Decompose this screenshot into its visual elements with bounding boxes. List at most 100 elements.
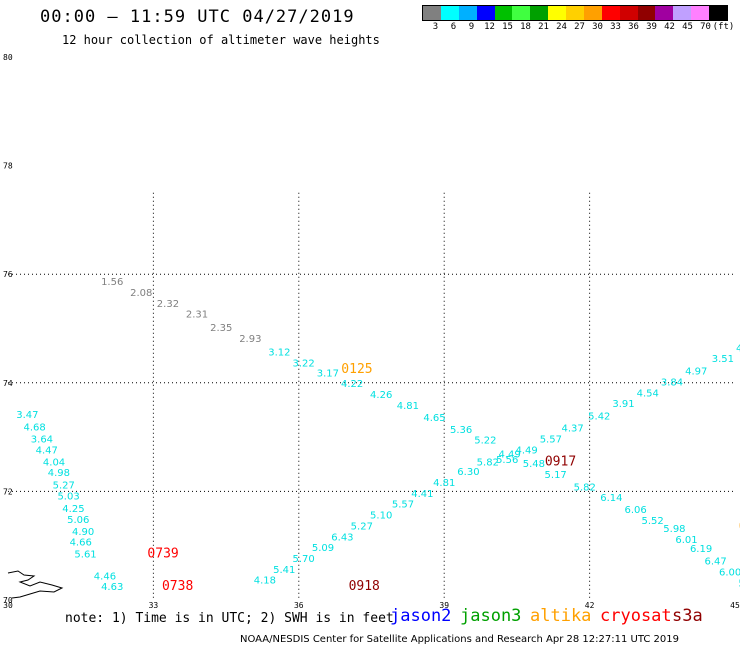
scale-label: 9	[468, 22, 475, 32]
scale-swatch	[440, 6, 459, 20]
scale-swatch	[566, 6, 584, 20]
wave-height-value: 4.81	[433, 478, 455, 489]
lon-tick-label: 30	[3, 601, 13, 610]
wave-height-value: 5.41	[273, 565, 295, 576]
wave-height-value: 3.12	[268, 348, 290, 359]
wave-height-value: 4.65	[423, 413, 445, 424]
wave-height-value: 5.98	[663, 524, 685, 535]
scale-label: 45	[682, 22, 693, 32]
wave-height-value: 4.18	[254, 576, 276, 587]
wave-height-value: 5.57	[392, 500, 414, 511]
wave-height-value: 5.61	[74, 550, 96, 561]
wave-height-value: 5.42	[588, 412, 610, 423]
wave-height-value: 4.68	[24, 423, 46, 434]
wave-height-value: 4.47	[36, 445, 58, 456]
map-subtitle: 12 hour collection of altimeter wave hei…	[62, 33, 380, 47]
wave-height-value: 5.27	[53, 481, 75, 492]
wave-height-value: 5.03	[57, 492, 79, 503]
wave-height-value: 5.36	[450, 425, 472, 436]
scale-swatch	[655, 6, 674, 20]
wave-height-value: 2.31	[186, 310, 208, 321]
wave-height-value: 3.22	[293, 359, 315, 370]
coastline	[7, 570, 64, 599]
wave-height-value: 4.54	[637, 388, 659, 399]
scale-label: 33	[610, 22, 621, 32]
wave-height-value: 4.63	[101, 582, 123, 593]
wave-height-value: 3.51	[712, 354, 734, 365]
wave-height-value: 5.10	[370, 511, 392, 522]
lat-tick-label: 72	[3, 487, 13, 496]
wave-height-value: 6.43	[331, 532, 353, 543]
wave-height-value: 6.01	[675, 535, 697, 546]
scale-swatch	[673, 6, 692, 20]
wave-height-value: 2.93	[239, 334, 261, 345]
wave-height-value: 4.22	[341, 379, 363, 390]
pass-time-label: 0124	[739, 519, 740, 534]
wave-height-value: 4.46	[94, 571, 116, 582]
scale-swatch	[476, 6, 495, 20]
wave-height-value: 5.56	[496, 455, 518, 466]
wave-height-value: 4.49	[498, 450, 520, 461]
scale-swatch	[423, 6, 441, 20]
wave-height-value: 5.82	[574, 482, 596, 493]
pass-time-label: 0918	[349, 579, 380, 594]
wave-height-value: 5.70	[293, 554, 315, 565]
wave-height-value: 2.08	[130, 288, 152, 299]
lon-tick-label: 39	[439, 601, 449, 610]
wave-height-value: 4.49	[515, 445, 537, 456]
wave-height-value: 3.91	[612, 399, 634, 410]
lat-tick-label: 80	[3, 53, 13, 62]
lat-tick-label: 74	[3, 379, 13, 388]
credit-line: NOAA/NESDIS Center for Satellite Applica…	[240, 634, 679, 645]
lon-tick-label: 36	[294, 601, 304, 610]
scale-swatch	[583, 6, 602, 20]
scale-label: 21	[538, 22, 549, 32]
wave-height-value: 5.57	[540, 435, 562, 446]
wave-height-value: 3.17	[317, 368, 339, 379]
scale-swatch	[619, 6, 638, 20]
pass-time-label: 0738	[162, 579, 193, 594]
wave-height-value: 6.30	[457, 467, 479, 478]
scale-swatch	[709, 6, 727, 20]
scale-label: 24	[556, 22, 567, 32]
wave-height-value: 5.22	[738, 578, 740, 589]
lon-tick-label: 42	[585, 601, 595, 610]
scale-swatch	[691, 6, 709, 20]
pass-time-label: 0125	[341, 362, 372, 377]
wave-height-color-scale	[422, 5, 728, 21]
wave-height-value: 4.04	[43, 457, 65, 468]
scale-swatch	[548, 6, 566, 20]
scale-label: 6	[450, 22, 457, 32]
wave-height-value: 4.41	[411, 489, 433, 500]
scale-swatch	[512, 6, 531, 20]
wave-height-value: 5.17	[545, 470, 567, 481]
wave-height-value: 5.52	[641, 516, 663, 527]
wave-height-value: 5.06	[67, 515, 89, 526]
satellite-s3a: s3a	[672, 606, 703, 626]
wave-height-value: 4.66	[70, 538, 92, 549]
wave-height-value: 5.22	[474, 436, 496, 447]
scale-label: 39	[646, 22, 657, 32]
scale-swatch	[601, 6, 620, 20]
wave-height-value: 6.19	[690, 544, 712, 555]
scale-label: 36	[628, 22, 639, 32]
wave-height-value: 5.48	[523, 459, 545, 470]
satellite-jason2: jason2	[390, 606, 452, 626]
wave-height-value: 4.25	[62, 504, 84, 515]
wave-height-value: 6.14	[600, 493, 622, 504]
scale-label: 18	[520, 22, 531, 32]
scale-label: 70	[700, 22, 711, 32]
lat-tick-label: 70	[3, 596, 13, 605]
wave-height-value: 5.27	[351, 521, 373, 532]
lon-tick-label: 45	[730, 601, 740, 610]
scale-label: (ft)	[712, 22, 735, 32]
scale-label: 15	[502, 22, 513, 32]
wave-height-value: 4.98	[48, 468, 70, 479]
scale-label: 12	[484, 22, 495, 32]
satellite-altika: altika	[530, 606, 592, 626]
wave-height-value: 3.47	[16, 410, 38, 421]
wave-height-value: 2.35	[210, 323, 232, 334]
wave-height-value: 4.37	[562, 424, 584, 435]
lon-tick-label: 33	[149, 601, 159, 610]
wave-height-value: 6.47	[704, 557, 726, 568]
